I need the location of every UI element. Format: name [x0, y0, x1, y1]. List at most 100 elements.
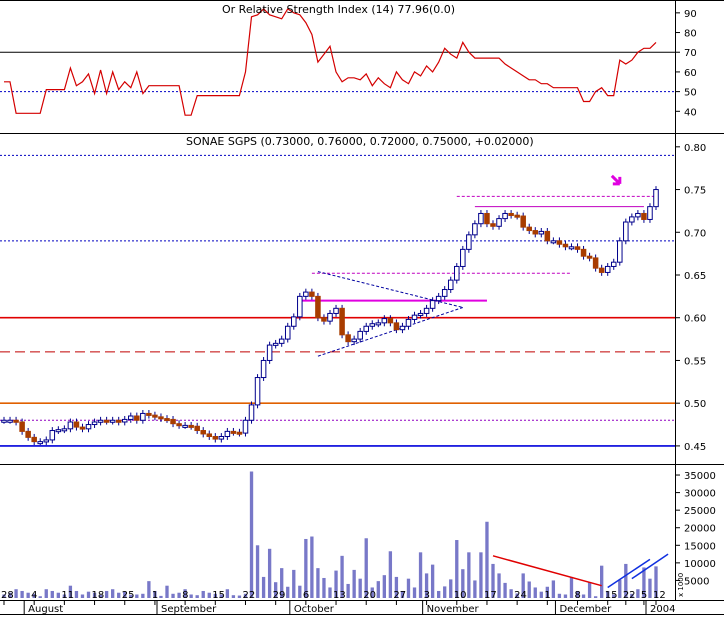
volume-bar-21	[129, 594, 133, 598]
candle-body-78	[472, 223, 478, 236]
candle-body-71	[429, 300, 436, 309]
volume-bar-67	[406, 578, 411, 598]
x-day-label-10: 6	[303, 590, 309, 601]
candle-body-25	[152, 414, 158, 418]
x-month-label-1: September	[161, 604, 217, 615]
volume-bar-108	[654, 566, 658, 598]
price-candles	[1, 186, 659, 446]
volume-bar-89	[539, 591, 543, 598]
candle-body-36	[218, 436, 225, 440]
price-y-ticks: 0.45 0.50 0.55 0.60 0.65 0.70 0.75 0.80	[675, 143, 706, 453]
volume-bar-19	[117, 592, 121, 598]
volume-bar-57	[346, 583, 350, 598]
candle-body-80	[484, 212, 490, 225]
candle-body-62	[375, 322, 382, 326]
price-tick-label-4: 0.65	[684, 271, 706, 282]
rsi-tick-label-2: 60	[684, 68, 697, 79]
candle-body-57	[345, 334, 351, 343]
price-tick-label-2: 0.55	[684, 356, 706, 367]
volume-bar-36	[219, 594, 223, 598]
volume-bar-22	[135, 594, 139, 598]
volume-bar-73	[443, 586, 447, 598]
volume-bar-94	[569, 576, 574, 598]
volume-bar-79	[479, 552, 483, 598]
x-day-label-23: 12	[653, 590, 666, 601]
candle-body-45	[272, 342, 279, 346]
x-day-label-1: 4	[31, 590, 37, 601]
volume-panel: 5000 10000 15000 20000 25000 30000 35000 x 100…	[2, 471, 716, 598]
candle-body-4	[25, 430, 31, 438]
volume-bar-72	[437, 590, 441, 598]
candle-body-53	[321, 317, 327, 322]
candle-body-27	[164, 418, 170, 422]
volume-y-ticks: 5000 10000 15000 20000 25000 30000 35000	[675, 471, 716, 587]
volume-bar-53	[322, 577, 326, 598]
volume-bar-9	[56, 592, 60, 598]
volume-bar-24	[147, 581, 151, 598]
volume-bar-2	[14, 589, 18, 598]
volume-bar-35	[213, 593, 217, 598]
volume-tick-label-1: 10000	[684, 559, 716, 570]
volume-bar-7	[44, 589, 48, 598]
volume-unit-label: x 1000	[677, 573, 685, 597]
candle-body-52	[315, 295, 321, 319]
volume-bar-71	[430, 564, 435, 598]
candle-body-9	[55, 429, 62, 433]
volume-bar-52	[316, 568, 320, 598]
candle-body-31	[188, 424, 194, 428]
candle-body-34	[206, 433, 213, 438]
candle-body-102	[617, 240, 623, 263]
candle-body-91	[550, 240, 557, 244]
candle-body-35	[212, 436, 219, 440]
volume-bar-40	[243, 593, 248, 598]
candle-body-2	[13, 419, 19, 423]
volume-bar-58	[352, 569, 356, 598]
x-day-label-19: 8	[575, 590, 581, 601]
volume-bar-10	[62, 594, 67, 598]
candle-body-24	[146, 412, 152, 416]
volume-bar-15	[92, 592, 97, 598]
x-day-label-13: 27	[393, 590, 406, 601]
candle-body-20	[121, 418, 128, 423]
volume-bar-20	[123, 591, 127, 598]
volume-trend-line-1	[607, 558, 651, 589]
volume-bar-106	[642, 567, 646, 598]
volume-bar-5	[32, 593, 36, 598]
candle-body-40	[242, 419, 249, 434]
volume-bar-39	[237, 595, 242, 598]
candle-body-90	[544, 230, 551, 242]
x-month-label-5: 2004	[650, 604, 675, 615]
candle-body-58	[351, 338, 357, 343]
volume-bar-0	[2, 594, 6, 598]
volume-tick-label-0: 5000	[684, 576, 709, 587]
volume-bar-6	[38, 596, 42, 598]
volume-bar-51	[310, 536, 314, 598]
volume-bar-25	[153, 590, 157, 598]
volume-bar-103	[624, 563, 628, 598]
volume-bar-47	[286, 586, 290, 598]
volume-bar-49	[298, 585, 302, 598]
volume-bar-17	[104, 590, 109, 598]
candle-body-72	[435, 295, 442, 302]
x-day-label-9: 29	[273, 590, 286, 601]
price-panel: SONAE SGPS (0.73000, 0.76000, 0.72000, 0…	[0, 135, 706, 453]
volume-bar-12	[74, 590, 79, 598]
volume-bar-85	[515, 593, 519, 598]
volume-bar-29	[177, 592, 181, 598]
volume-bar-48	[292, 569, 296, 598]
volume-bar-68	[412, 587, 417, 598]
volume-bar-75	[455, 540, 459, 598]
x-day-label-14: 3	[424, 590, 430, 601]
x-day-label-5: 1	[152, 590, 158, 601]
volume-bar-16	[98, 594, 103, 598]
candle-body-46	[278, 338, 285, 344]
price-tick-label-1: 0.50	[684, 399, 706, 410]
price-annotation	[610, 174, 622, 186]
candle-body-82	[496, 218, 502, 227]
candle-body-103	[623, 221, 629, 242]
x-day-label-12: 20	[363, 590, 376, 601]
x-day-label-0: 28	[1, 590, 14, 601]
volume-bars	[2, 471, 658, 598]
volume-tick-label-3: 20000	[684, 524, 716, 535]
